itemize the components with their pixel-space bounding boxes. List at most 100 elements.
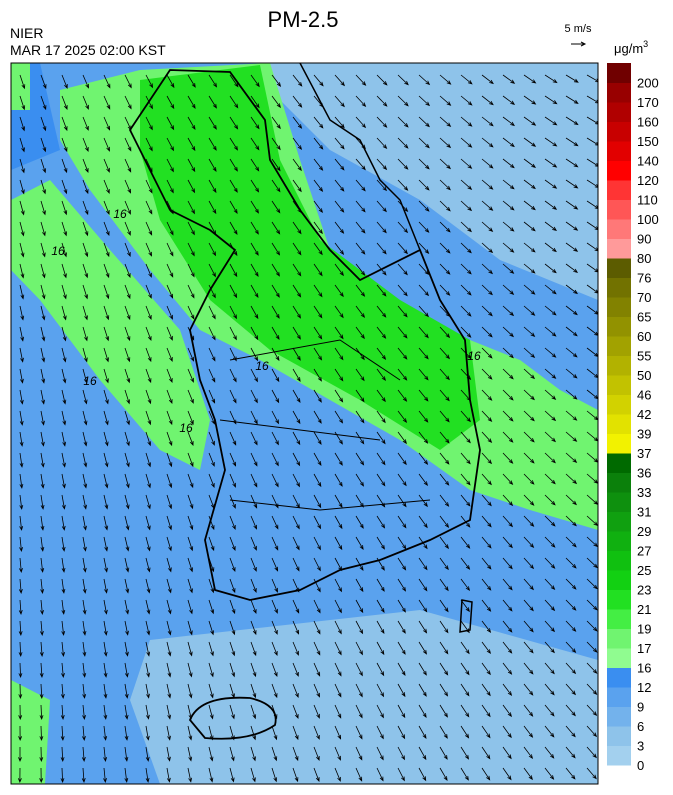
wind-arrow [124,578,130,594]
wind-arrow [313,284,323,298]
colorbar-tick-label: 42 [637,407,651,422]
wind-arrow [565,683,577,696]
wind-arrow [376,242,387,255]
wind-arrow [397,431,407,445]
wind-arrow [376,494,386,508]
wind-arrow [460,284,472,296]
wind-arrow [418,305,429,318]
wind-arrow [481,179,494,190]
wind-arrow [334,536,343,551]
wind-arrow [586,599,598,611]
wind-arrow [418,704,427,718]
wind-arrow [397,599,406,613]
wind-arrow [334,305,344,319]
wind-arrow [40,431,45,447]
wind-arrow [334,620,342,635]
wind-arrow [481,536,492,549]
colorbar-block [607,492,631,512]
wind-arrow [439,599,449,613]
wind-arrow [334,767,341,782]
wind-arrow [523,158,537,168]
wind-arrow [586,368,598,379]
wind-arrow [103,599,108,615]
colorbar-tick-label: 150 [637,134,659,149]
wind-arrow [166,242,174,257]
wind-arrow [124,263,131,279]
colorbar-tick-label: 100 [637,212,659,227]
wind-arrow [355,494,364,508]
wind-arrow [187,473,194,489]
wind-arrow [523,431,535,443]
wind-arrow [208,116,217,130]
wind-arrow [502,725,512,739]
wind-arrow [292,368,301,382]
wind-arrow [124,662,129,678]
wind-arrow [481,641,491,655]
wind-arrow [313,452,322,467]
wind-arrow [229,326,237,341]
wind-arrow [124,494,130,510]
wind-arrow [481,347,493,359]
wind-arrow [82,704,86,720]
wind-arrow [61,326,67,342]
wind-arrow [292,557,300,572]
wind-arrow [565,725,576,738]
wind-arrow [481,662,491,676]
wind-arrow [40,557,45,573]
wind-arrow [166,473,173,489]
wind-arrow [460,95,473,106]
colorbar-tick-label: 170 [637,95,659,110]
colorbar-tick-label: 36 [637,466,651,481]
wind-arrow [187,284,195,299]
wind-arrow [145,746,150,762]
colorbar-tick-label: 80 [637,251,651,266]
wind-arrow [355,410,365,424]
wind-arrow [145,263,152,278]
wind-arrow [376,746,384,761]
wind-arrow [250,662,257,678]
wind-arrow [355,242,366,255]
wind-arrow [523,725,534,738]
wind-arrow [40,221,46,237]
wind-arrow [82,515,87,531]
wind-arrow [397,683,406,698]
colorbar-block [607,609,631,629]
wind-arrow [292,473,300,488]
wind-arrow [82,326,88,342]
wind-arrow [313,410,322,424]
wind-arrow [355,326,365,340]
wind-arrow [313,200,323,214]
wind-arrow [145,368,152,384]
wind-arrow [544,725,555,738]
wind-arrow [40,326,46,342]
wind-arrow [103,620,108,636]
wind-arrow [187,767,193,783]
concentration-area [11,180,210,470]
wind-arrow [502,620,513,633]
wind-arrow [481,704,491,718]
wind-arrow [523,305,536,316]
wind-arrow [586,641,598,653]
wind-arrow [166,137,174,152]
wind-arrow [40,158,47,174]
map: 16 16 16 16 16 16 [11,63,598,784]
colorbar-block [607,687,631,707]
wind-arrow [39,704,44,721]
wind-arrow [271,578,278,593]
wind-arrow [523,95,537,105]
wind-arrow [313,326,323,340]
wind-arrow [208,200,217,215]
wind-arrow [565,578,577,590]
wind-arrow [565,347,578,358]
wind-arrow [355,662,363,677]
wind-arrow [481,494,492,507]
wind-arrow [586,242,598,252]
wind-arrow [166,410,173,426]
wind-arrow [82,368,88,384]
wind-scale-arrowhead [580,41,587,47]
wind-arrow [145,137,153,152]
wind-arrow [565,368,578,379]
wind-arrow [418,452,429,465]
wind-arrow [271,620,278,635]
